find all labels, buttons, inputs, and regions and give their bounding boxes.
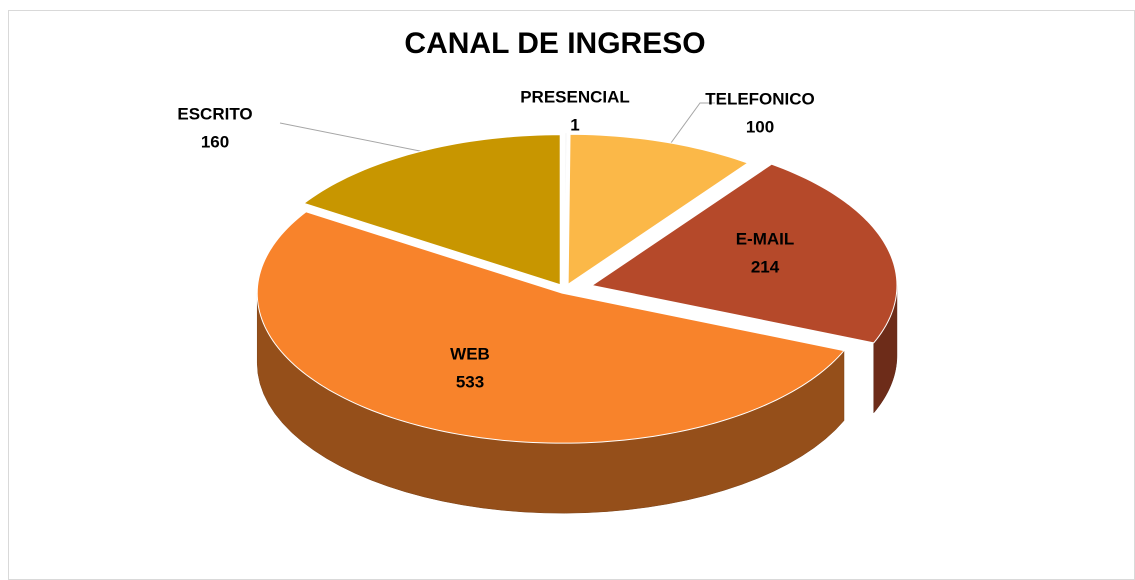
slice-label: TELEFONICO (705, 89, 815, 108)
slice-label: PRESENCIAL (520, 87, 630, 106)
slice-label: E-MAIL (736, 229, 795, 248)
chart-title: CANAL DE INGRESO (404, 27, 705, 60)
leader-line (659, 102, 715, 159)
slice-value: 160 (201, 132, 229, 151)
slice-label: WEB (450, 344, 490, 363)
slice-value: 1 (570, 115, 579, 134)
pie-slice (564, 132, 568, 283)
pie-slice (590, 163, 898, 344)
pie-slice (567, 133, 749, 286)
pie-slice (256, 211, 845, 444)
slice-value: 214 (751, 257, 780, 276)
slice-value: 533 (456, 372, 484, 391)
pie-slice (302, 134, 561, 286)
slice-value: 100 (746, 117, 774, 136)
leader-line (279, 122, 441, 156)
slice-label: ESCRITO (177, 104, 252, 123)
